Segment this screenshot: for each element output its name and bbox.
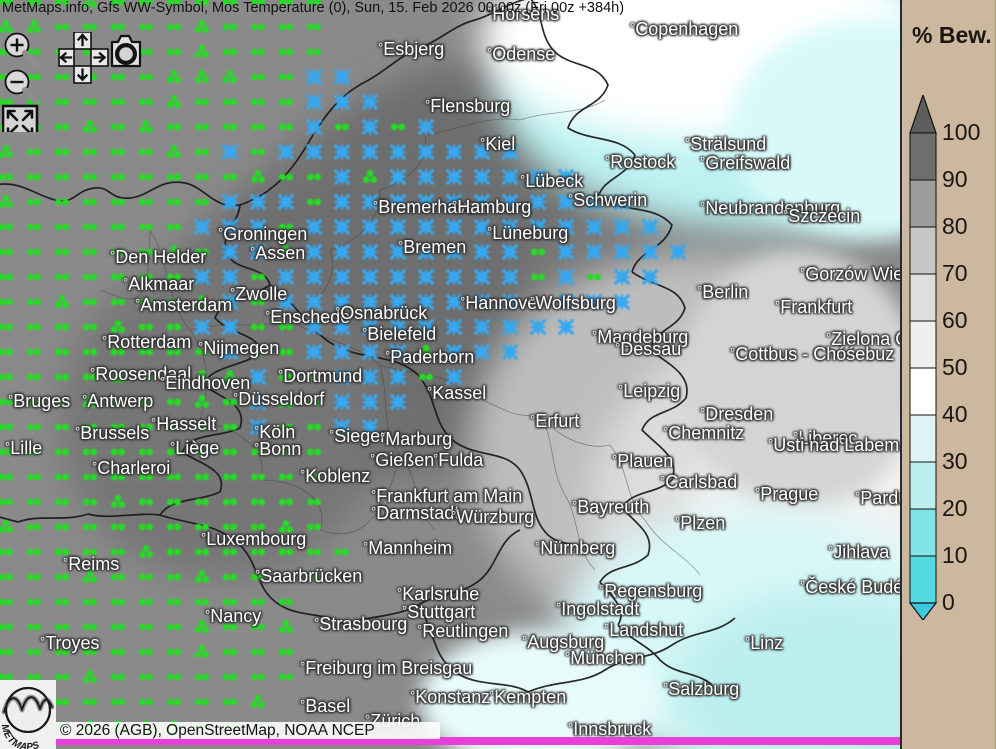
svg-text:100: 100 — [942, 119, 980, 145]
svg-text:20: 20 — [942, 495, 968, 521]
svg-text:0: 0 — [942, 589, 955, 615]
svg-text:40: 40 — [942, 401, 968, 427]
svg-text:70: 70 — [942, 260, 968, 286]
svg-text:60: 60 — [942, 307, 968, 333]
svg-text:30: 30 — [942, 448, 968, 474]
svg-text:90: 90 — [942, 166, 968, 192]
svg-text:80: 80 — [942, 213, 968, 239]
svg-text:50: 50 — [942, 354, 968, 380]
svg-text:10: 10 — [942, 542, 968, 568]
